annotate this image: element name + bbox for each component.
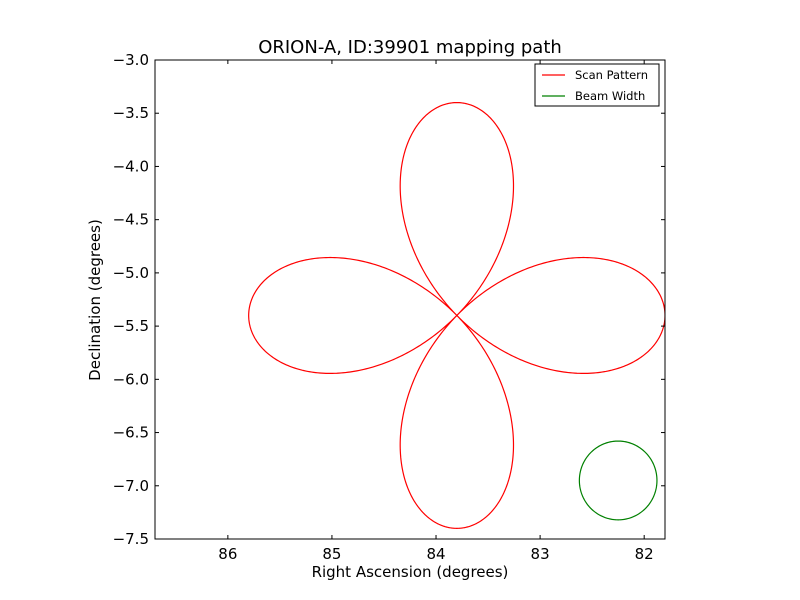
x-tick-label: 82 xyxy=(635,545,654,563)
x-tick-label: 85 xyxy=(322,545,341,563)
y-tick-label: −6.0 xyxy=(113,370,149,388)
legend: Scan Pattern Beam Width xyxy=(534,63,660,107)
chart-title: ORION-A, ID:39901 mapping path xyxy=(258,37,562,58)
y-tick-label: −5.0 xyxy=(113,264,149,282)
legend-label-beam-width: Beam Width xyxy=(575,89,645,103)
y-tick-label: −7.0 xyxy=(113,477,149,495)
y-tick-label: −7.5 xyxy=(113,530,149,548)
y-tick-label: −6.5 xyxy=(113,424,149,442)
y-tick-label: −4.5 xyxy=(113,211,149,229)
series-scan-pattern xyxy=(248,101,665,529)
legend-label-scan-pattern: Scan Pattern xyxy=(575,68,648,82)
plot-frame xyxy=(154,59,666,540)
axis-ticks: 86 85 84 83 82 −3.0 −3.5 −4.0 −4.5 −5.0 −5.5 −6.0 −6… xyxy=(113,51,665,563)
y-tick-label: −4.0 xyxy=(113,157,149,175)
y-tick-label: −5.5 xyxy=(113,317,149,335)
y-axis-title: Declination (degrees) xyxy=(86,219,104,381)
x-tick-label: 83 xyxy=(531,545,550,563)
x-tick-label: 86 xyxy=(218,545,237,563)
plot-series xyxy=(248,101,665,529)
x-tick-label: 84 xyxy=(426,545,445,563)
y-tick-label: −3.5 xyxy=(113,104,149,122)
y-tick-label: −3.0 xyxy=(113,51,149,69)
legend-box xyxy=(534,63,660,107)
x-axis-title: Right Ascension (degrees) xyxy=(312,563,509,581)
series-beam-width xyxy=(578,440,658,521)
